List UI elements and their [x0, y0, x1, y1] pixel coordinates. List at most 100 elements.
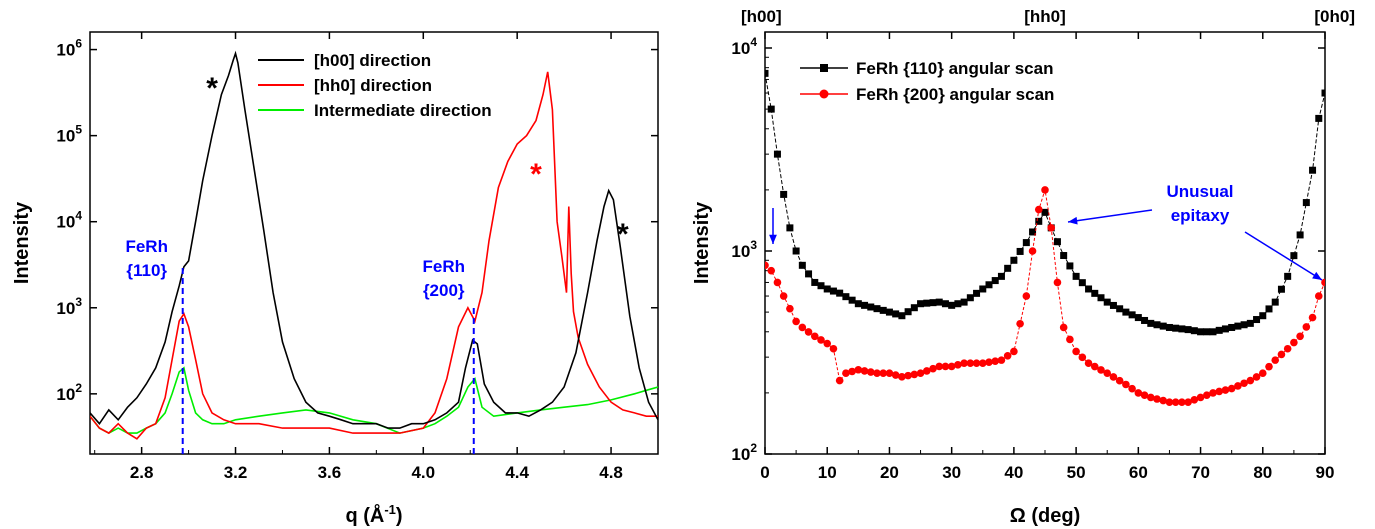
- right-series-point: [1321, 278, 1325, 287]
- right-series-point: [1178, 398, 1186, 406]
- right-series-point: [1240, 379, 1248, 388]
- right-series-point: [1128, 311, 1136, 319]
- right-series-point: [941, 362, 950, 371]
- right-series-point: [798, 261, 806, 269]
- right-series-point: [1165, 398, 1174, 406]
- right-series-point: [1153, 395, 1161, 403]
- right-series-point: [954, 361, 962, 369]
- right-series-point: [1184, 326, 1192, 334]
- right-series-point: [1140, 391, 1149, 399]
- right-series-point: [1116, 305, 1124, 313]
- right-series-point: [1271, 298, 1279, 306]
- right-series-point: [792, 317, 800, 326]
- right-series-point: [804, 328, 813, 336]
- left-series-line: [90, 50, 658, 429]
- left-y-tick-label: 105: [56, 123, 82, 146]
- right-series-point: [848, 367, 856, 376]
- right-series-point: [1302, 323, 1311, 331]
- right-x-tick-label: 70: [1191, 463, 1210, 482]
- right-series-point: [1072, 272, 1080, 280]
- right-series-point: [786, 304, 794, 313]
- right-legend-label: FeRh {200} angular scan: [856, 85, 1054, 104]
- right-series-point: [1215, 387, 1224, 396]
- right-series-point: [1234, 382, 1242, 390]
- right-series-point: [1265, 305, 1273, 313]
- right-series-point: [985, 358, 993, 366]
- right-series-point: [1221, 325, 1229, 333]
- right-series-point: [991, 357, 1000, 365]
- right-series-point: [1259, 312, 1267, 320]
- right-annotation-arrow: [1244, 231, 1323, 281]
- left-y-axis-label: Intensity: [11, 201, 33, 284]
- right-series-point: [1153, 321, 1161, 329]
- right-series-point: [1004, 264, 1012, 272]
- left-x-tick-label: 4.8: [599, 463, 623, 482]
- right-series-point: [1003, 351, 1012, 360]
- right-x-tick-label: 80: [1253, 463, 1272, 482]
- right-series-point: [835, 376, 844, 385]
- right-series-point: [805, 270, 813, 278]
- right-series-point: [1134, 314, 1142, 322]
- right-series-point: [798, 323, 807, 332]
- right-series-point: [991, 277, 999, 285]
- right-series-point: [848, 296, 856, 304]
- right-series-point: [860, 367, 869, 375]
- right-series-point: [1022, 239, 1030, 247]
- right-y-tick-label: 103: [731, 238, 757, 261]
- right-y-axis-label: Intensity: [691, 201, 713, 284]
- right-series-point: [773, 278, 782, 287]
- left-x-tick-label: 3.2: [224, 463, 248, 482]
- right-series-point: [1016, 319, 1024, 328]
- left-plot-frame: [89, 31, 659, 455]
- right-series-point: [1178, 325, 1186, 333]
- right-series-point: [1122, 380, 1130, 389]
- right-series-point: [1053, 238, 1061, 246]
- right-series-point: [935, 362, 944, 371]
- right-series-point: [873, 305, 881, 313]
- right-series-point: [1066, 262, 1074, 270]
- right-series-point: [1072, 347, 1080, 356]
- right-x-tick-label: 0: [760, 463, 769, 482]
- right-series-point: [1203, 328, 1211, 336]
- right-series-point: [922, 367, 931, 375]
- left-asterisk: *: [617, 218, 629, 251]
- right-series-point: [1084, 359, 1093, 368]
- right-series-point: [1115, 376, 1124, 385]
- right-series-point: [811, 278, 819, 286]
- right-series-point: [867, 303, 875, 311]
- right-series-point: [817, 282, 825, 290]
- right-series-point: [1171, 398, 1180, 406]
- right-series-point: [1041, 208, 1049, 216]
- right-series-point: [1202, 391, 1211, 399]
- right-series-point: [904, 308, 912, 316]
- right-series-point: [966, 359, 975, 368]
- right-series-point: [765, 261, 769, 270]
- right-series-point: [1078, 279, 1086, 287]
- right-series-point: [1228, 323, 1236, 331]
- right-series-point: [966, 294, 974, 302]
- right-series-line: [765, 73, 1325, 333]
- right-series-point: [910, 370, 919, 379]
- right-series-point: [1128, 384, 1136, 393]
- right-series-point: [1041, 186, 1049, 194]
- right-series-point: [1078, 353, 1087, 362]
- right-series-point: [898, 312, 906, 320]
- right-series-point: [1103, 298, 1111, 306]
- left-y-tick-label: 104: [56, 209, 82, 232]
- right-series-point: [960, 359, 968, 368]
- right-series-point: [879, 369, 888, 378]
- right-series-point: [1196, 393, 1205, 402]
- right-series-point: [1277, 285, 1285, 293]
- right-series-point: [861, 301, 869, 309]
- right-series-point: [898, 373, 906, 381]
- right-annotation-text: Unusual: [1166, 182, 1233, 201]
- right-series-point: [910, 304, 918, 312]
- right-series-point: [1146, 393, 1155, 402]
- right-series-point: [929, 364, 937, 373]
- right-series-point: [892, 310, 900, 318]
- right-series-point: [997, 272, 1005, 280]
- right-series-point: [810, 332, 819, 341]
- right-series-point: [780, 190, 788, 198]
- right-series-point: [779, 292, 788, 300]
